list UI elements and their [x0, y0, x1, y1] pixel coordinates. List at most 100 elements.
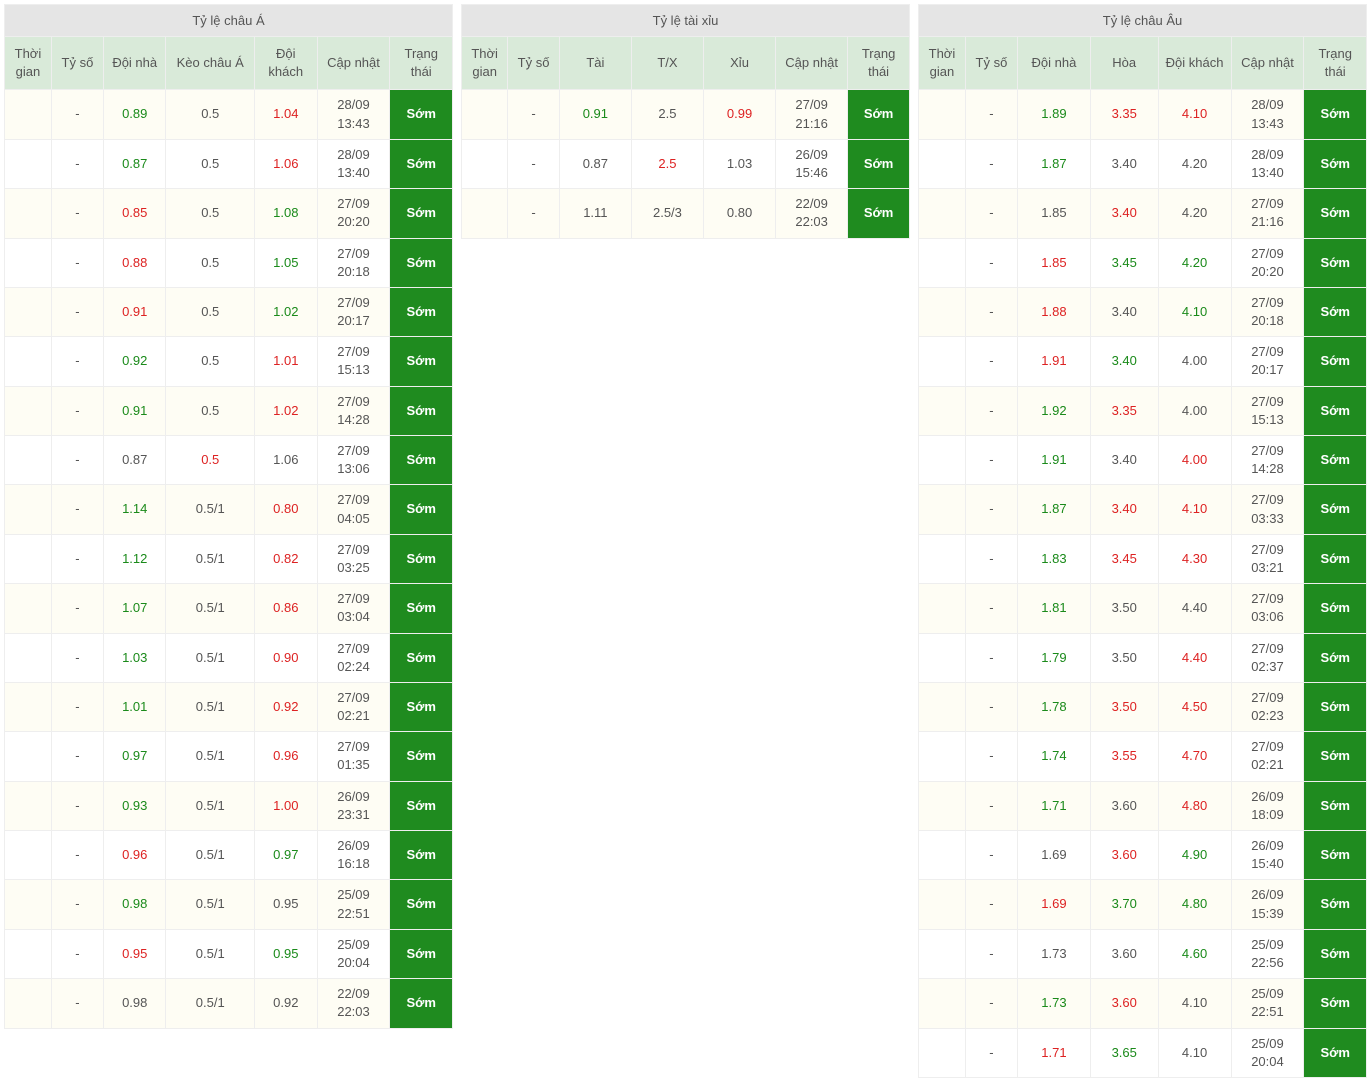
cell-home: 1.71	[1017, 1028, 1090, 1077]
table-row: -0.980.5/10.9222/0922:03Sớm	[5, 979, 453, 1028]
cell-home: 1.07	[103, 584, 166, 633]
cell-time	[462, 189, 508, 238]
cell-score: -	[51, 90, 103, 139]
cell-time	[5, 584, 52, 633]
column-header: Đội nhà	[103, 37, 166, 90]
column-header: Thời gian	[462, 37, 508, 90]
table-row: -1.713.604.8026/0918:09Sớm	[919, 781, 1367, 830]
table-row: -0.970.5/10.9627/0901:35Sớm	[5, 732, 453, 781]
cell-home: 0.96	[103, 831, 166, 880]
cell-away: 0.95	[255, 880, 318, 929]
cell-mid: 2.5/3	[631, 189, 703, 238]
cell-score: -	[965, 929, 1017, 978]
cell-mid: 3.45	[1090, 534, 1158, 583]
cell-score: -	[965, 584, 1017, 633]
cell-time	[919, 1028, 966, 1077]
cell-status: Sớm	[390, 189, 453, 238]
cell-date: 25/0922:56	[1231, 929, 1304, 978]
cell-time	[5, 485, 52, 534]
cell-home: 0.88	[103, 238, 166, 287]
cell-time	[919, 633, 966, 682]
cell-score: -	[51, 485, 103, 534]
cell-date: 22/0922:03	[317, 979, 390, 1028]
cell-away: 4.40	[1158, 633, 1231, 682]
cell-mid: 0.5	[166, 386, 255, 435]
cell-mid: 3.40	[1090, 189, 1158, 238]
cell-status: Sớm	[390, 732, 453, 781]
cell-away: 4.20	[1158, 139, 1231, 188]
cell-away: 0.96	[255, 732, 318, 781]
cell-home: 0.98	[103, 880, 166, 929]
cell-time	[5, 633, 52, 682]
table-row: -1.010.5/10.9227/0902:21Sớm	[5, 682, 453, 731]
cell-status: Sớm	[390, 979, 453, 1028]
cell-mid: 2.5	[631, 90, 703, 139]
table-row: -1.923.354.0027/0915:13Sớm	[919, 386, 1367, 435]
table-row: -1.913.404.0027/0914:28Sớm	[919, 436, 1367, 485]
cell-status: Sớm	[1304, 584, 1367, 633]
cell-away: 0.95	[255, 929, 318, 978]
odds-table: Tỷ lệ châu ÂuThời gianTỷ sốĐội nhàHòaĐội…	[918, 4, 1367, 1078]
cell-status: Sớm	[1304, 386, 1367, 435]
cell-score: -	[965, 633, 1017, 682]
column-header: Thời gian	[5, 37, 52, 90]
cell-score: -	[508, 139, 559, 188]
cell-mid: 0.5/1	[166, 929, 255, 978]
cell-status: Sớm	[390, 238, 453, 287]
cell-home: 1.73	[1017, 979, 1090, 1028]
cell-status: Sớm	[390, 139, 453, 188]
cell-status: Sớm	[1304, 682, 1367, 731]
cell-time	[5, 979, 52, 1028]
cell-away: 4.90	[1158, 831, 1231, 880]
cell-status: Sớm	[1304, 90, 1367, 139]
cell-away: 0.92	[255, 682, 318, 731]
cell-mid: 3.70	[1090, 880, 1158, 929]
cell-status: Sớm	[1304, 633, 1367, 682]
cell-date: 26/0918:09	[1231, 781, 1304, 830]
cell-away: 0.92	[255, 979, 318, 1028]
cell-status: Sớm	[1304, 337, 1367, 386]
cell-score: -	[51, 880, 103, 929]
cell-date: 27/0903:25	[317, 534, 390, 583]
cell-status: Sớm	[1304, 979, 1367, 1028]
cell-time	[5, 436, 52, 485]
cell-score: -	[965, 386, 1017, 435]
cell-away: 0.82	[255, 534, 318, 583]
table-row: -0.912.50.9927/0921:16Sớm	[462, 90, 910, 139]
cell-home: 0.97	[103, 732, 166, 781]
cell-status: Sớm	[848, 189, 910, 238]
table-row: -1.733.604.6025/0922:56Sớm	[919, 929, 1367, 978]
cell-date: 28/0913:40	[317, 139, 390, 188]
cell-time	[5, 732, 52, 781]
cell-time	[919, 386, 966, 435]
table-row: -1.693.704.8026/0915:39Sớm	[919, 880, 1367, 929]
cell-away: 4.50	[1158, 682, 1231, 731]
cell-date: 27/0913:06	[317, 436, 390, 485]
cell-mid: 3.40	[1090, 485, 1158, 534]
cell-home: 0.92	[103, 337, 166, 386]
cell-home: 1.01	[103, 682, 166, 731]
cell-date: 26/0923:31	[317, 781, 390, 830]
table-row: -1.853.404.2027/0921:16Sớm	[919, 189, 1367, 238]
cell-date: 27/0903:33	[1231, 485, 1304, 534]
cell-score: -	[965, 287, 1017, 336]
cell-time	[919, 929, 966, 978]
table-row: -0.850.51.0827/0920:20Sớm	[5, 189, 453, 238]
cell-date: 27/0903:04	[317, 584, 390, 633]
cell-mid: 0.5	[166, 238, 255, 287]
table-row: -0.880.51.0527/0920:18Sớm	[5, 238, 453, 287]
cell-home: 0.95	[103, 929, 166, 978]
cell-mid: 2.5	[631, 139, 703, 188]
panel-title: Tỷ lệ tài xỉu	[462, 5, 910, 37]
cell-home: 1.87	[1017, 485, 1090, 534]
cell-away: 1.02	[255, 386, 318, 435]
cell-time	[462, 139, 508, 188]
cell-date: 27/0915:13	[1231, 386, 1304, 435]
cell-score: -	[965, 485, 1017, 534]
cell-status: Sớm	[390, 287, 453, 336]
cell-status: Sớm	[1304, 1028, 1367, 1077]
column-header: Đội nhà	[1017, 37, 1090, 90]
table-row: -0.910.51.0227/0914:28Sớm	[5, 386, 453, 435]
cell-time	[919, 139, 966, 188]
cell-home: 0.85	[103, 189, 166, 238]
